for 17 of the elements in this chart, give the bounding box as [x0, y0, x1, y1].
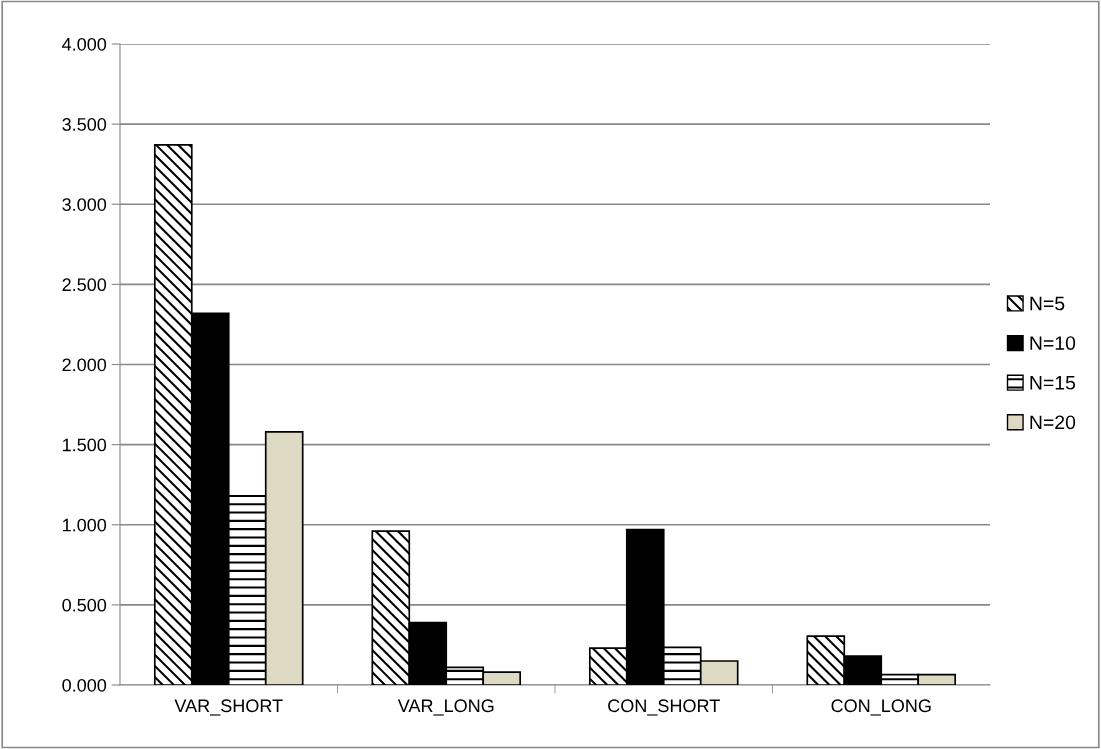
legend-label: N=10 [1030, 336, 1076, 350]
y-tick-label: 0.500 [62, 598, 107, 612]
y-tick-label: 1.500 [63, 438, 107, 452]
y-tick-label: 1.000 [63, 518, 107, 532]
x-tick-label: VAR_SHORT [174, 699, 283, 716]
legend-label: N=15 [1030, 376, 1076, 390]
y-tick-label: 3.500 [62, 118, 107, 131]
legend-label: N=20 [1030, 415, 1076, 430]
y-tick-label: 2.500 [62, 278, 107, 292]
y-tick-label: 2.000 [62, 358, 107, 372]
x-tick-label: CON_LONG [831, 699, 931, 716]
legend-label: N=5 [1030, 296, 1065, 311]
y-tick-label: 0.000 [62, 678, 107, 692]
x-tick-label: CON_SHORT [608, 699, 720, 716]
x-tick-label: VAR_LONG [397, 699, 494, 716]
y-tick-label: 3.000 [62, 198, 107, 211]
y-tick-label: 4.000 [62, 37, 107, 51]
